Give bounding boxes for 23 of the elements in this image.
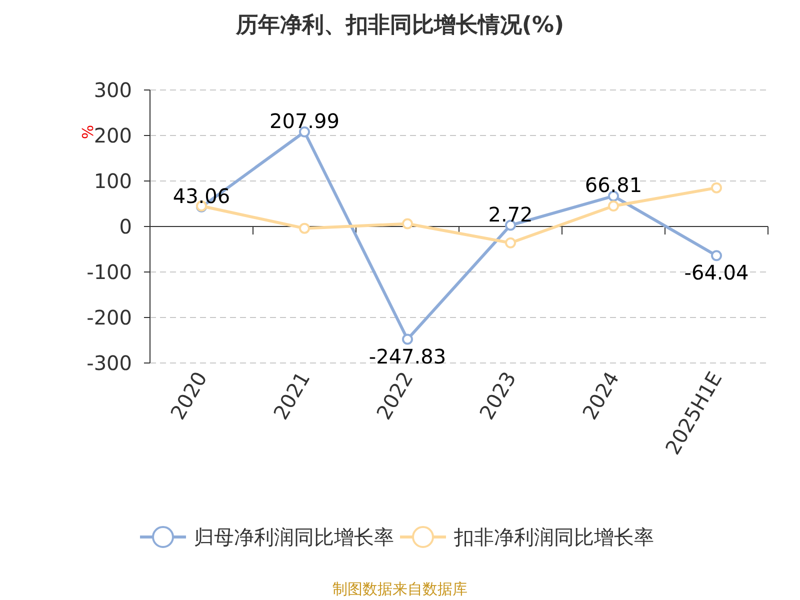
point <box>711 250 722 262</box>
text: 制图数据来自数据库 <box>332 580 468 598</box>
point <box>711 182 722 194</box>
y-tick-label: -200 <box>86 306 132 330</box>
point <box>402 218 413 230</box>
point <box>299 222 310 234</box>
legend-label: 扣非净利润同比增长率 <box>453 525 654 549</box>
data-label: 207.99 <box>270 108 340 133</box>
y-tick-label: 300 <box>94 78 132 102</box>
point <box>608 200 619 212</box>
data-label: -247.83 <box>368 344 446 368</box>
data-label: 43.06 <box>172 184 230 208</box>
y-tick-label: 0 <box>119 214 132 238</box>
data-label: 2.72 <box>488 202 533 226</box>
data-label: -64.04 <box>684 260 749 285</box>
point <box>505 237 516 248</box>
y-tick-label: -300 <box>86 351 132 375</box>
data-label: 66.81 <box>584 173 642 198</box>
y-tick-label: -100 <box>86 260 132 284</box>
chart-title: 历年净利、扣非同比增长情况(%) <box>234 13 564 38</box>
y-tick-label: 100 <box>94 169 132 193</box>
legend-label: 归母净利润同比增长率 <box>194 525 394 549</box>
point <box>402 334 413 345</box>
